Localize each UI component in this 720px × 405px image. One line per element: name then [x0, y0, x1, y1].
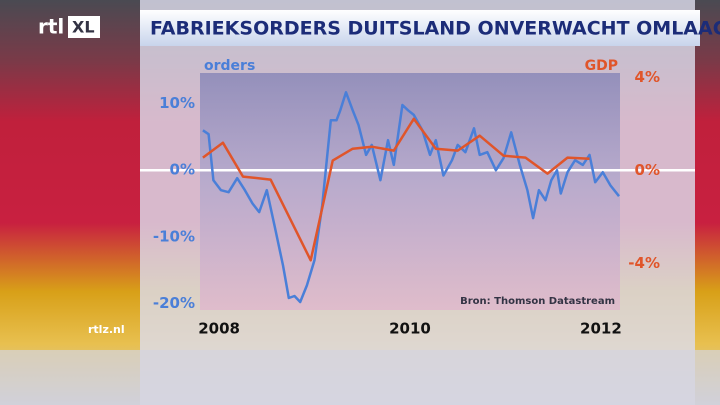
x-tick-label: 2008	[198, 320, 240, 338]
x-tick-label: 2010	[389, 320, 431, 338]
logo-box	[68, 16, 100, 38]
logo-suffix: XL	[72, 18, 95, 37]
x-tick-label: 2012	[580, 320, 622, 338]
legend-label: orders	[204, 58, 255, 74]
plot-area	[200, 73, 620, 310]
logo-text: rtl	[38, 15, 64, 39]
y-tick-label: -20%	[153, 294, 195, 312]
logo: rtl XL	[38, 15, 100, 39]
chart-title: FABRIEKSORDERS DUITSLAND ONVERWACHT OMLA…	[150, 18, 720, 40]
y2-tick-label: 0%	[635, 161, 660, 179]
source: Bron: Thomson Datastream	[460, 296, 615, 307]
y2-tick-label: -4%	[628, 254, 660, 272]
header-bar	[140, 10, 700, 46]
y-tick-label: 10%	[159, 94, 195, 112]
series-line	[202, 91, 620, 304]
y-tick-label: -10%	[153, 227, 195, 245]
y2-tick-label: 4%	[635, 68, 660, 86]
y-tick-label: 0%	[170, 161, 195, 179]
website: rtlz.nl	[88, 323, 125, 336]
legend-label: GDP	[585, 58, 618, 74]
bottom-band	[0, 350, 720, 405]
series-line	[202, 117, 590, 262]
